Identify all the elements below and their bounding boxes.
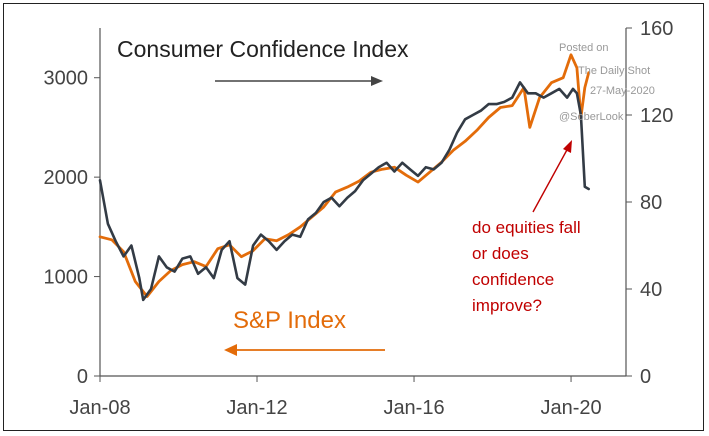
watermark-line-2: The Daily Shot <box>578 65 650 77</box>
annotation-line-3: confidence <box>472 270 554 289</box>
right-y-tick-label: 80 <box>640 192 662 214</box>
watermark-line-3: 27-May-2020 <box>590 85 655 97</box>
left-y-tick-label: 1000 <box>44 267 89 289</box>
left-y-tick-label: 2000 <box>44 167 89 189</box>
watermark-line-1: Posted on <box>559 42 609 54</box>
annotation-line-4: improve? <box>472 296 542 315</box>
watermark-line-4: @SoberLook <box>559 111 624 123</box>
sp-index-line <box>98 53 591 298</box>
confidence-arrow-head <box>371 76 383 86</box>
confidence-index-line <box>98 81 591 302</box>
left-y-tick-label: 0 <box>77 366 88 388</box>
x-tick-label: Jan-20 <box>540 397 601 419</box>
right-y-tick-label: 0 <box>640 366 651 388</box>
left-y-tick-label: 3000 <box>44 68 89 90</box>
axes <box>94 27 632 382</box>
series-layer <box>98 53 591 302</box>
x-tick-label: Jan-08 <box>69 397 130 419</box>
annotation-line-1: do equities fall <box>472 218 581 237</box>
right-y-tick-label: 40 <box>640 279 662 301</box>
sp-arrow-head <box>224 344 237 356</box>
x-tick-label: Jan-16 <box>383 397 444 419</box>
annotation-line-2: or does <box>472 244 529 263</box>
tick-labels: 0 1000 2000 3000 0 40 80 120 160 Jan-08 Jan-12 Jan-… <box>44 18 674 419</box>
annotation-arrow-head <box>563 140 572 153</box>
right-y-tick-label: 120 <box>640 105 673 127</box>
x-tick-label: Jan-12 <box>226 397 287 419</box>
annotation-arrow-line <box>532 147 569 213</box>
chart-title: Consumer Confidence Index <box>117 36 409 62</box>
right-y-tick-label: 160 <box>640 18 673 40</box>
sp-index-label: S&P Index <box>233 307 346 334</box>
